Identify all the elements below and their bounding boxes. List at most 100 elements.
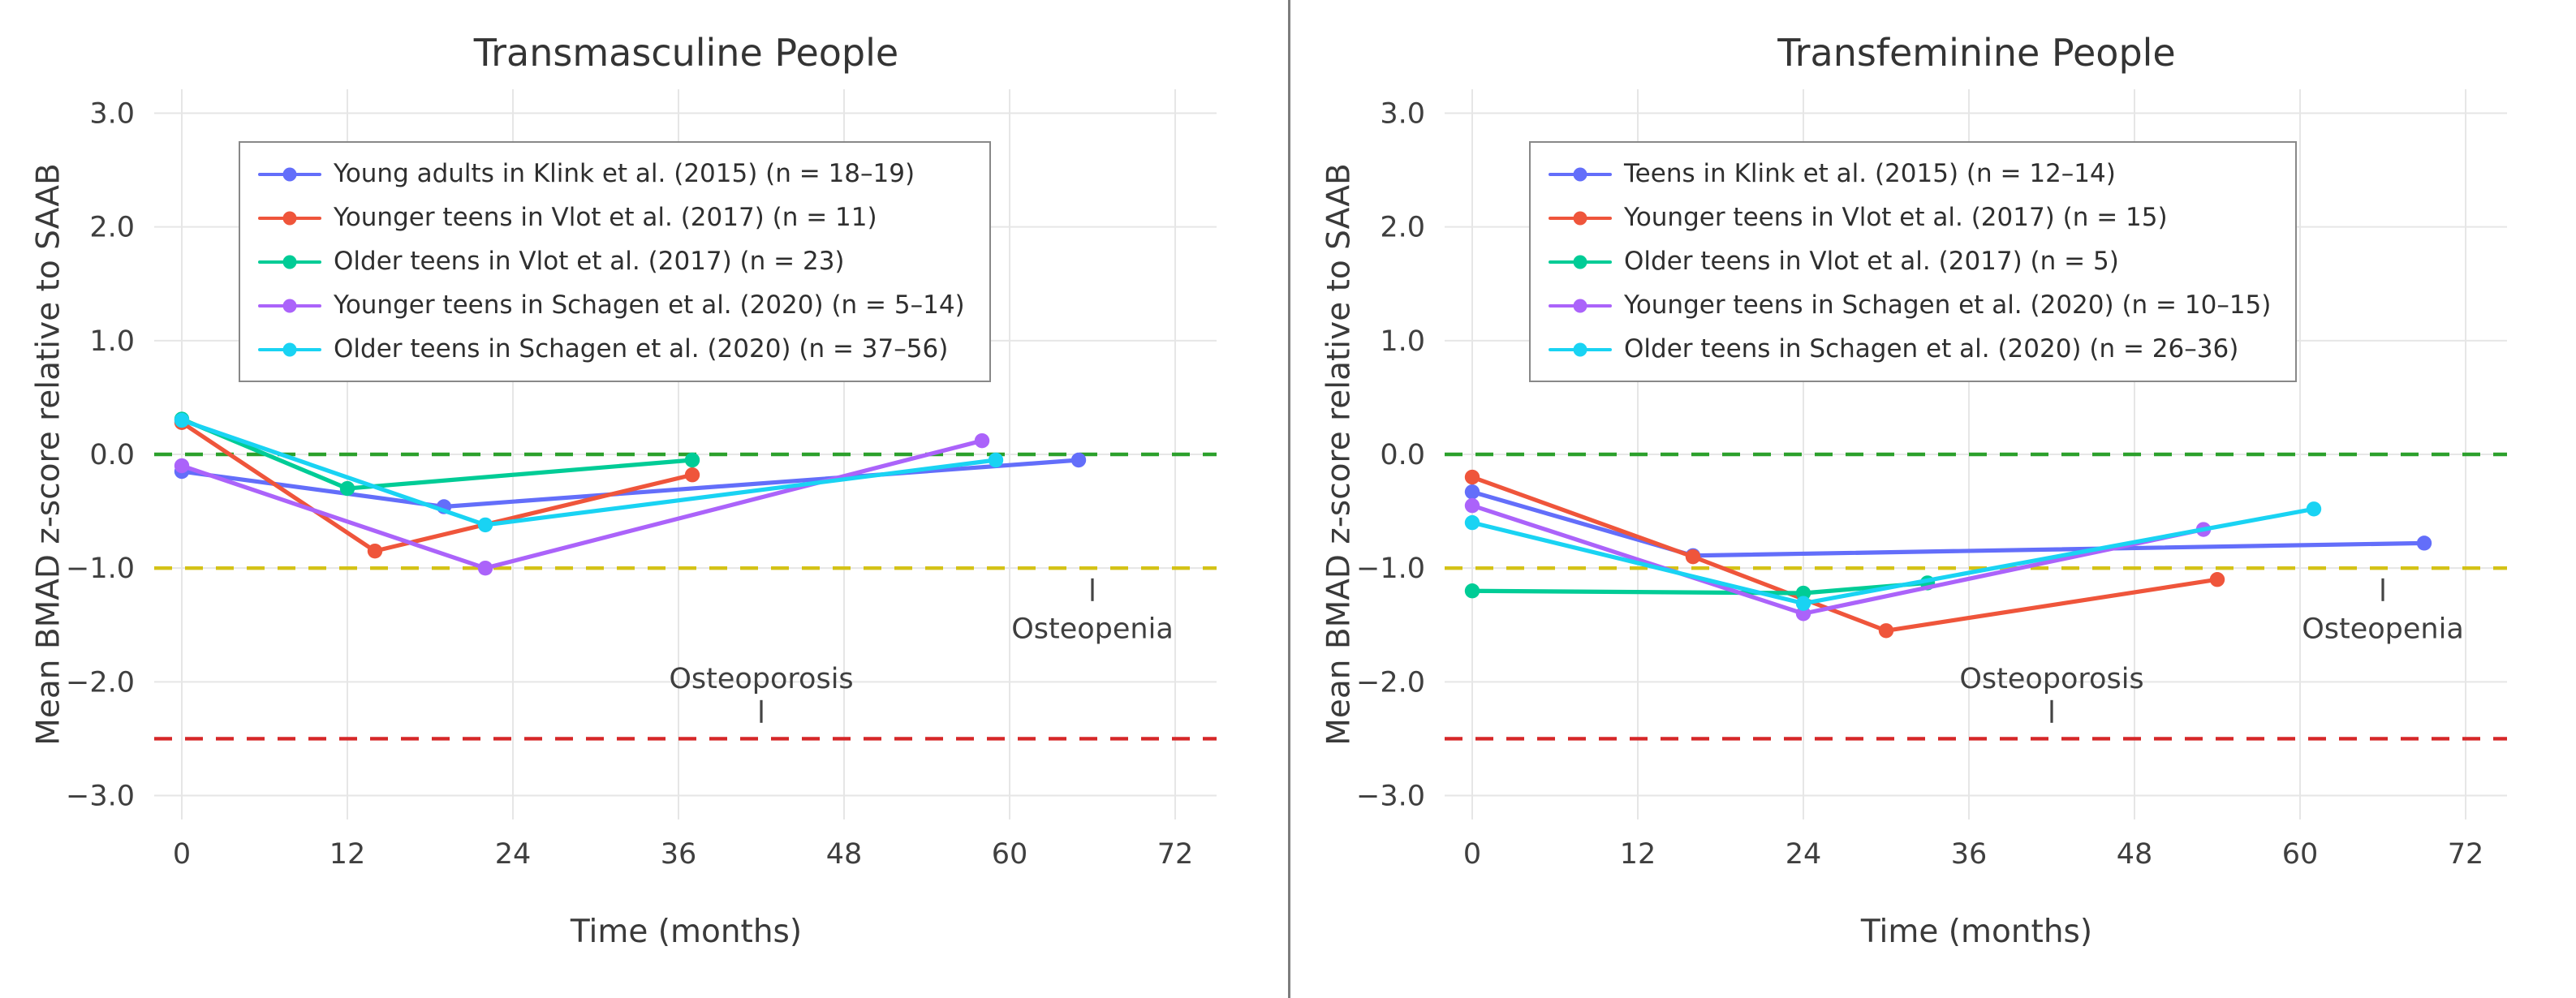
x-tick-label: 24	[495, 838, 532, 871]
chart-title: Transmasculine People	[473, 31, 899, 75]
x-tick-label: 12	[1620, 838, 1656, 871]
legend-line-swatch	[258, 293, 321, 318]
y-tick-label: −1.0	[66, 553, 135, 585]
x-tick-label: 60	[2282, 838, 2319, 871]
series-1	[174, 415, 700, 559]
y-tick-label: 0.0	[89, 439, 135, 471]
x-tick-label: 0	[1463, 838, 1481, 871]
x-tick-label: 48	[2117, 838, 2153, 871]
legend-line-swatch	[1549, 161, 1612, 187]
x-axis-label: Time (months)	[1860, 914, 2093, 950]
y-axis-label: Mean BMAD z-score relative to SAAB	[1320, 163, 1358, 746]
data-point	[1795, 585, 1811, 601]
legend-line-swatch	[1549, 293, 1612, 318]
y-tick-label: 0.0	[1380, 439, 1425, 471]
legend-line-swatch	[1549, 249, 1612, 274]
annotation-label: Osteopenia	[2302, 613, 2464, 645]
legend-item[interactable]: Younger teens in Schagen et al. (2020) (…	[1549, 287, 2271, 324]
series-line	[1470, 489, 2427, 558]
legend-line-swatch	[258, 161, 321, 187]
legend-label: Older teens in Schagen et al. (2020) (n …	[334, 334, 949, 363]
annotation: Osteopenia	[1011, 578, 1174, 645]
x-tick-label: 0	[173, 838, 191, 871]
annotation-label: Osteopenia	[1011, 613, 1174, 645]
y-tick-label: −2.0	[66, 666, 135, 699]
data-point	[1878, 623, 1894, 639]
legend-line-swatch	[1549, 337, 1612, 362]
x-tick-label: 36	[661, 838, 697, 871]
y-axis-label: Mean BMAD z-score relative to SAAB	[30, 163, 67, 746]
x-tick-label: 72	[2448, 838, 2484, 871]
data-point	[1685, 548, 1701, 565]
y-tick-label: −3.0	[66, 781, 135, 813]
data-point	[2416, 536, 2432, 551]
series-line	[179, 420, 695, 553]
legend-label: Older teens in Vlot et al. (2017) (n = 5…	[1624, 247, 2119, 276]
y-tick-label: −1.0	[1356, 553, 1425, 585]
annotation-label: Osteoporosis	[1959, 663, 2143, 695]
legend-item[interactable]: Younger teens in Vlot et al. (2017) (n =…	[1549, 200, 2271, 236]
data-point	[684, 467, 700, 483]
series-4	[174, 412, 1004, 533]
x-tick-label: 36	[1951, 838, 1988, 871]
legend-item[interactable]: Older teens in Vlot et al. (2017) (n = 2…	[258, 243, 965, 280]
series-3	[1464, 497, 2212, 622]
legend-label: Younger teens in Schagen et al. (2020) (…	[1624, 290, 2272, 320]
data-point	[339, 480, 355, 497]
legend-label: Older teens in Schagen et al. (2020) (n …	[1624, 334, 2239, 363]
y-tick-label: −3.0	[1356, 781, 1425, 813]
data-point	[1464, 497, 1480, 514]
legend-line-swatch	[258, 337, 321, 362]
data-point	[2306, 501, 2322, 517]
data-point	[988, 452, 1004, 468]
data-point	[974, 432, 990, 449]
legend-item[interactable]: Younger teens in Schagen et al. (2020) (…	[258, 287, 965, 324]
data-point	[1795, 606, 1811, 622]
data-point	[367, 543, 383, 559]
y-tick-label: 1.0	[1380, 325, 1425, 358]
annotation: Osteoporosis	[1959, 663, 2144, 723]
data-point	[1795, 596, 1811, 611]
annotation: Osteoporosis	[669, 663, 854, 723]
legend-line-swatch	[258, 205, 321, 230]
x-axis-label: Time (months)	[570, 914, 803, 950]
annotation: Osteopenia	[2302, 578, 2464, 645]
x-tick-label: 72	[1157, 838, 1194, 871]
legend-item[interactable]: Young adults in Klink et al. (2015) (n =…	[258, 156, 965, 192]
legend-line-swatch	[1549, 205, 1612, 230]
legend-label: Younger teens in Schagen et al. (2020) (…	[334, 290, 965, 320]
data-point	[1464, 514, 1480, 531]
y-tick-label: −2.0	[1356, 666, 1425, 699]
legend-item[interactable]: Older teens in Schagen et al. (2020) (n …	[1549, 331, 2271, 368]
data-point	[477, 560, 493, 576]
y-tick-label: 1.0	[89, 325, 135, 358]
legend-item[interactable]: Teens in Klink et al. (2015) (n = 12–14)	[1549, 156, 2271, 192]
annotation-label: Osteoporosis	[669, 663, 853, 695]
legend-label: Young adults in Klink et al. (2015) (n =…	[334, 159, 915, 188]
legend-item[interactable]: Older teens in Schagen et al. (2020) (n …	[258, 331, 965, 368]
y-tick-label: 3.0	[1380, 97, 1425, 130]
data-point	[174, 412, 190, 428]
legend-item[interactable]: Older teens in Vlot et al. (2017) (n = 5…	[1549, 243, 2271, 280]
plot-area: 0 12 24 36 48 60 72 3.0 2.0 1.0 0.0 −1.0 −2.0 −3.0 Ost…	[66, 89, 1217, 871]
x-tick-label: 48	[826, 838, 863, 871]
x-tick-label: 24	[1786, 838, 1822, 871]
data-point	[1464, 469, 1480, 485]
tick-labels: 0 12 24 36 48 60 72 3.0 2.0 1.0 0.0 −1.0 −2.0 −3.0	[66, 97, 1193, 871]
series-4	[1464, 501, 2322, 611]
data-point	[477, 517, 493, 533]
chart-panel-transfeminine: 0 12 24 36 48 60 72 3.0 2.0 1.0 0.0 −1.0 −2.0 −3.0 Ost…	[1288, 0, 2576, 998]
series-line	[179, 418, 998, 527]
chart-panel-transmasculine: 0 12 24 36 48 60 72 3.0 2.0 1.0 0.0 −1.0 −2.0 −3.0 Ost…	[30, 31, 1217, 950]
legend-label: Teens in Klink et al. (2015) (n = 12–14)	[1624, 159, 2116, 188]
x-tick-label: 60	[992, 838, 1028, 871]
legend: Young adults in Klink et al. (2015) (n =…	[239, 141, 991, 382]
data-point	[684, 452, 700, 468]
legend-item[interactable]: Younger teens in Vlot et al. (2017) (n =…	[258, 200, 965, 236]
legend-label: Younger teens in Vlot et al. (2017) (n =…	[1624, 203, 2168, 232]
y-tick-label: 3.0	[89, 97, 135, 130]
chart-title: Transfeminine People	[1777, 31, 2176, 75]
y-tick-label: 2.0	[1380, 212, 1425, 244]
data-point	[174, 458, 190, 474]
